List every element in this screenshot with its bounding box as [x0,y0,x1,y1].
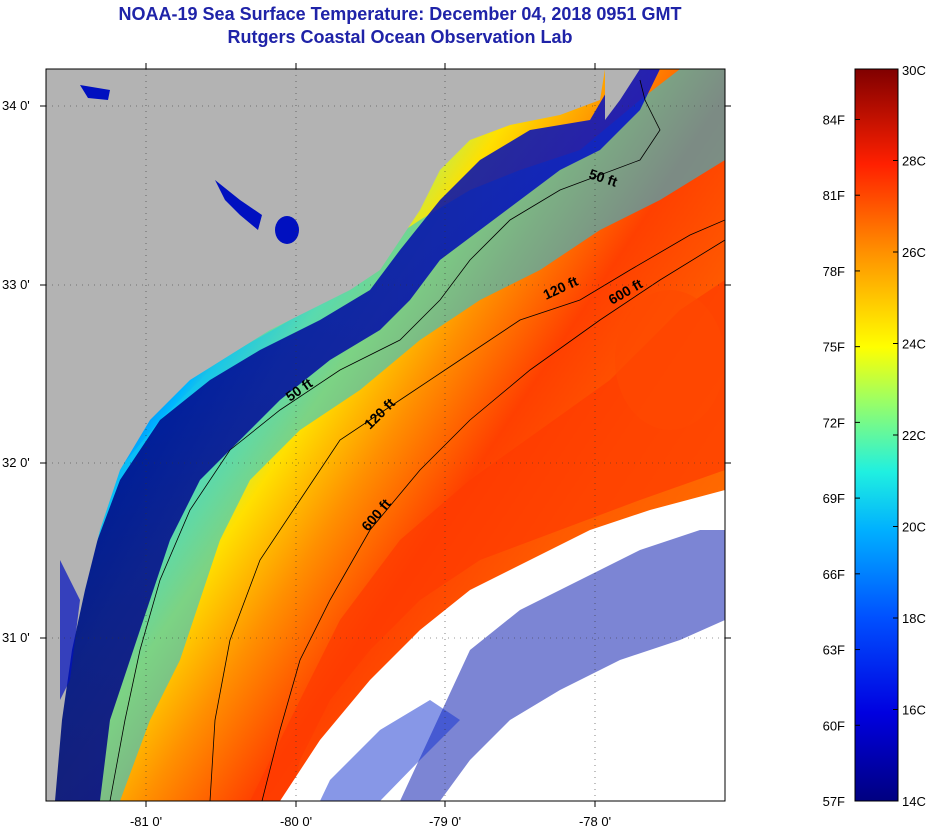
map-frame [45,68,726,802]
cloud-edge-pixels-2 [320,700,460,801]
inland-lake [275,216,299,244]
map-subtitle: Rutgers Coastal Ocean Observation Lab [227,27,573,47]
colorbar-fahrenheit-label: 60F [823,718,845,733]
colorbar-celsius-label: 14C [902,794,926,809]
coastal-cold-band [46,69,660,801]
colorbar-fahrenheit-label: 69F [823,491,845,506]
lon-tick-label: -78 0' [579,814,611,829]
colorbar-celsius-labels: 30C 28C 26C 24C 22C 20C 18C 16C 14C [902,63,926,809]
colorbar-celsius-label: 26C [902,245,926,260]
colorbar-celsius-label: 24C [902,337,926,352]
map-title: NOAA-19 Sea Surface Temperature: Decembe… [118,4,682,24]
lat-tick-label: 34 0' [2,98,30,113]
lat-tick-label: 32 0' [2,455,30,470]
colorbar-celsius-label: 18C [902,611,926,626]
cape-land [605,69,640,120]
contour-120ft [209,219,725,801]
inland-river-2 [80,85,110,100]
colorbar-fahrenheit-label: 57F [823,794,845,809]
colorbar-fahrenheit-label: 81F [823,188,845,203]
colorbar-fahrenheit-label: 66F [823,567,845,582]
colorbar-ticks [855,68,898,802]
colorbar-celsius-label: 28C [902,154,926,169]
grid-lines [46,69,725,801]
cloud-edge-pixels [400,530,725,801]
lon-tick-label: -79 0' [429,814,461,829]
colorbar-celsius-label: 22C [902,428,926,443]
colorbar [854,68,899,802]
lat-tick-label: 31 0' [2,630,30,645]
colorbar-fahrenheit-labels: 84F 81F 78F 75F 72F 69F 66F 63F 60F 57F [823,112,845,809]
estuary-marsh [60,560,80,700]
tick-marks [40,63,731,807]
land-mass [46,69,605,801]
lat-tick-label: 33 0' [2,277,30,292]
inland-river [215,180,262,230]
contour-50ft [109,79,661,801]
colorbar-fahrenheit-label: 72F [823,415,845,430]
contour-600ft [261,239,725,801]
colorbar-fahrenheit-label: 78F [823,264,845,279]
colorbar-celsius-label: 16C [902,703,926,718]
shelf-cool-water [46,69,725,801]
lon-tick-label: -81 0' [130,814,162,829]
gulf-stream-warm-core [250,280,725,801]
colorbar-fahrenheit-label: 63F [823,643,845,658]
colorbar-fahrenheit-label: 75F [823,340,845,355]
sst-map [46,69,725,801]
eddy-warm [615,290,725,430]
colorbar-celsius-label: 30C [902,63,926,78]
lon-tick-label: -80 0' [280,814,312,829]
colorbar-fahrenheit-label: 84F [823,112,845,127]
colorbar-celsius-label: 20C [902,520,926,535]
